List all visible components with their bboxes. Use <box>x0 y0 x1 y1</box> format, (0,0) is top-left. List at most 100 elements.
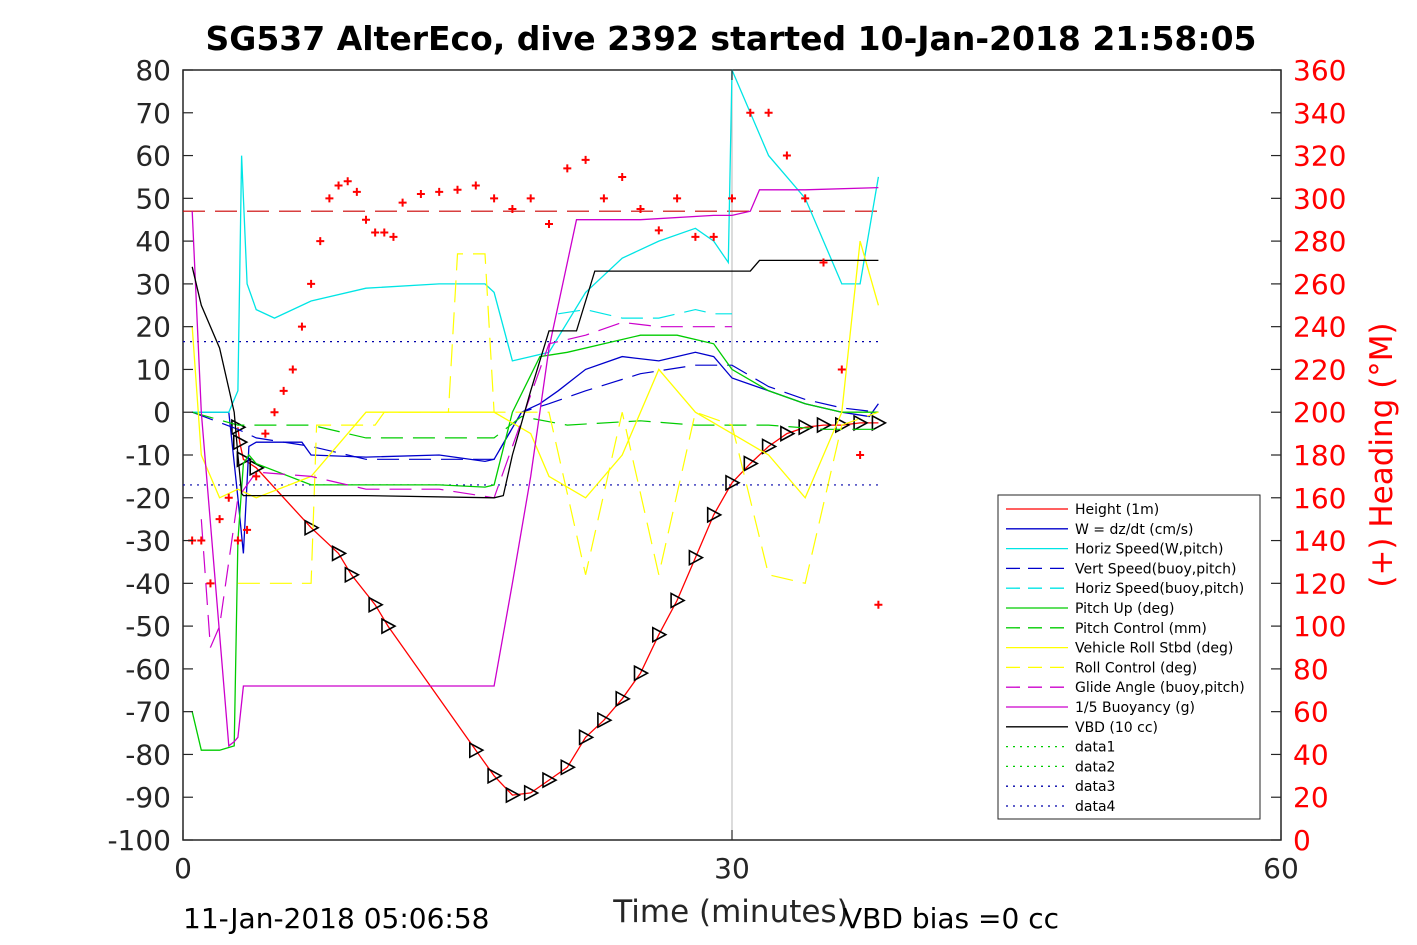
y-right-tick-label: 60 <box>1293 696 1329 729</box>
y-left-tick-label: 40 <box>135 225 171 258</box>
heading-point <box>362 215 370 224</box>
y-left-tick-label: -100 <box>107 824 171 857</box>
legend-label: Horiz Speed(buoy,pitch) <box>1075 581 1244 597</box>
heading-point <box>270 408 279 417</box>
height-marker <box>232 433 249 451</box>
y-right-tick-label: 120 <box>1293 567 1346 600</box>
series-layer <box>191 69 888 804</box>
heading-point <box>279 386 288 395</box>
height-marker <box>853 414 869 432</box>
height-marker <box>542 771 558 789</box>
heading-point <box>389 232 398 241</box>
y-right-tick-label: 240 <box>1293 311 1346 344</box>
heading-point <box>206 579 215 588</box>
chart-title: SG537 AlterEco, dive 2392 started 10-Jan… <box>205 19 1256 58</box>
y-right-tick-label: 320 <box>1293 140 1346 173</box>
y-left-tick-label: -90 <box>125 781 171 814</box>
legend-label: Pitch Up (deg) <box>1075 601 1174 617</box>
heading-point <box>728 194 736 203</box>
heading-point <box>416 190 425 199</box>
heading-point <box>252 472 261 481</box>
legend-label: data4 <box>1075 799 1116 815</box>
heading-point <box>490 194 499 203</box>
height-marker <box>633 664 650 682</box>
footer-timestamp: 11-Jan-2018 05:06:58 <box>183 902 489 935</box>
legend-label: Height (1m) <box>1075 502 1159 518</box>
legend-label: data2 <box>1075 759 1115 775</box>
y-right-tick-label: 180 <box>1293 439 1346 472</box>
series-line <box>192 411 879 439</box>
height-marker <box>468 741 485 759</box>
legend-label: Pitch Control (mm) <box>1075 621 1207 637</box>
height-marker <box>780 425 796 442</box>
y-right-tick-label: 260 <box>1293 268 1346 301</box>
heading-point <box>316 237 325 246</box>
height-marker <box>381 617 397 635</box>
heading-point <box>334 181 343 190</box>
y-left-tick-label: -60 <box>125 653 171 686</box>
y-right-tick-label: 20 <box>1293 781 1329 814</box>
axis-layer: 80706050403020100-10-20-30-40-50-60-70-8… <box>107 54 1346 885</box>
series-line <box>200 321 732 648</box>
y-left-tick-label: 50 <box>135 182 171 215</box>
y-left-tick-label: 60 <box>135 140 171 173</box>
y-left-tick-label: -50 <box>125 610 171 643</box>
height-marker <box>331 545 348 562</box>
heading-point <box>563 164 572 173</box>
heading-point <box>654 226 663 235</box>
heading-point <box>599 194 608 203</box>
height-marker <box>871 414 888 432</box>
height-marker <box>505 786 522 804</box>
heading-point <box>819 258 828 267</box>
y-left-tick-label: 70 <box>135 97 171 130</box>
height-marker <box>651 626 668 644</box>
x-tick-label: 30 <box>714 852 750 885</box>
heading-points <box>188 108 883 609</box>
y-right-tick-label: 360 <box>1293 54 1346 87</box>
y-right-tick-label: 100 <box>1293 610 1346 643</box>
heading-point <box>837 365 846 374</box>
legend-label: Vehicle Roll Stbd (deg) <box>1075 641 1233 657</box>
y-left-tick-label: 20 <box>135 311 171 344</box>
heading-point <box>856 451 865 459</box>
y-left-tick-label: -10 <box>125 439 171 472</box>
heading-point <box>508 205 517 214</box>
legend-label: Glide Angle (buoy,pitch) <box>1075 680 1245 696</box>
heading-point <box>471 181 480 190</box>
heading-point <box>636 205 645 214</box>
legend-label: data3 <box>1075 779 1115 795</box>
heading-point <box>801 194 810 203</box>
series-line <box>237 253 879 585</box>
heading-point <box>215 515 224 524</box>
legend-label: Horiz Speed(W,pitch) <box>1075 542 1223 558</box>
heading-point <box>709 232 718 241</box>
series-line <box>191 240 880 500</box>
series-line <box>191 259 879 499</box>
heading-point <box>197 536 206 545</box>
y-right-tick-label: 340 <box>1293 97 1346 130</box>
legend-label: data1 <box>1075 740 1115 756</box>
height-marker <box>597 711 613 729</box>
heading-point <box>380 228 389 237</box>
heading-point <box>673 194 682 203</box>
x-axis-label: Time (minutes) <box>612 894 848 930</box>
heading-point <box>261 429 270 438</box>
y-right-tick-label: 160 <box>1293 482 1346 515</box>
height-marker <box>743 455 759 472</box>
series-line <box>192 351 879 554</box>
height-marker <box>816 416 833 434</box>
y-right-tick-label: 0 <box>1293 824 1311 857</box>
y-left-tick-label: -30 <box>125 525 171 558</box>
y-left-tick-label: -80 <box>125 738 171 771</box>
y-right-tick-label: 80 <box>1293 653 1329 686</box>
height-marker <box>725 474 741 492</box>
heading-point <box>453 185 462 194</box>
height-marker <box>304 519 320 537</box>
y-right-tick-label: 300 <box>1293 182 1346 215</box>
footer-vbd-bias: VBD bias =0 cc <box>843 902 1059 935</box>
legend-label: Vert Speed(buoy,pitch) <box>1075 561 1237 577</box>
y-left-tick-label: 10 <box>135 353 171 386</box>
y-right-tick-label: 40 <box>1293 738 1329 771</box>
heading-point <box>307 279 316 288</box>
height-marker <box>523 784 540 802</box>
